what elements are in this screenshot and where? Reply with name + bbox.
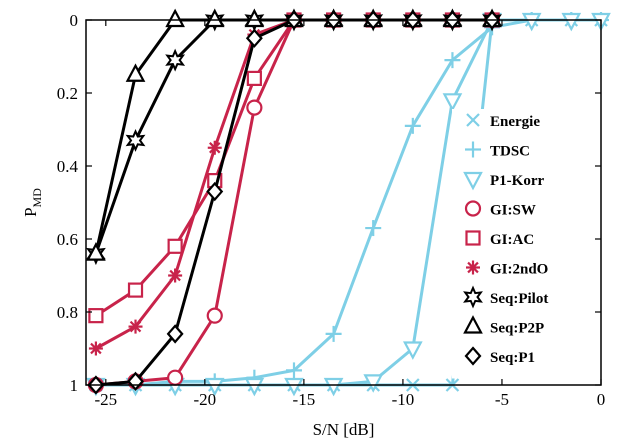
y-tick-label: 0.4 (57, 157, 79, 176)
x-tick-label: -15 (293, 390, 316, 409)
marker-triangle-down (463, 171, 483, 191)
data-point (88, 341, 103, 356)
data-point (125, 128, 146, 152)
legend-entry: Seq:P2P (463, 315, 544, 337)
marker-triangle-up (463, 315, 483, 334)
series-line (95, 18, 493, 350)
legend-label: P1-Korr (490, 173, 544, 189)
data-point (165, 8, 185, 28)
data-point (442, 93, 463, 112)
data-point (207, 140, 222, 155)
data-point (204, 377, 225, 397)
y-axis-label: PMD (21, 188, 44, 217)
marker-plus (465, 141, 481, 158)
y-axis-label-main: P (21, 207, 40, 216)
data-point (244, 8, 265, 28)
x-tick-label: -20 (194, 390, 217, 409)
marker-circle (464, 200, 482, 217)
y-axis-label-subscript: MD (30, 188, 44, 208)
data-point (206, 181, 224, 202)
marker-square (465, 230, 481, 246)
data-point (285, 362, 302, 379)
data-point (402, 341, 423, 360)
data-point (128, 319, 143, 334)
legend-label: TDSC (490, 144, 530, 160)
legend-entry: Energie (466, 113, 540, 130)
data-point (168, 268, 183, 283)
data-point (125, 63, 146, 82)
y-tick-label: 1 (70, 376, 79, 395)
series-gi-ac (88, 12, 500, 324)
data-point (323, 377, 344, 397)
data-point (204, 8, 225, 28)
data-point (165, 48, 186, 72)
data-point (245, 28, 263, 48)
legend-entry: P1-Korr (463, 171, 544, 191)
legend-label: Seq:P1 (490, 350, 535, 366)
legend-label: GI:SW (490, 203, 536, 219)
data-point (363, 374, 384, 393)
legend-entry: GI:AC (465, 230, 534, 248)
legend-entry: GI:SW (464, 200, 536, 219)
legend-entry: Seq:P1 (464, 346, 535, 366)
axis-ticks: -25 -20 -15 -10 -5 0 0 0.2 0.4 0.6 0.8 1 (57, 11, 606, 409)
x-tick-label: -5 (495, 390, 509, 409)
x-tick-label: -10 (392, 390, 415, 409)
marker-hexagram (463, 285, 483, 309)
data-point (284, 377, 304, 397)
legend-label: Energie (490, 114, 540, 130)
marker-diamond (464, 346, 482, 366)
series-seq-pilot (85, 8, 502, 266)
y-tick-label: 0 (70, 11, 79, 30)
data-point (88, 308, 104, 324)
data-point (365, 220, 382, 237)
y-tick-label: 0.2 (57, 84, 78, 103)
data-point (206, 307, 223, 324)
data-point (404, 117, 421, 134)
series-line (95, 18, 493, 387)
data-point (167, 369, 184, 386)
legend-entry: Seq:Pilot (463, 285, 548, 309)
data-point (127, 282, 144, 298)
legend-entry: TDSC (465, 141, 530, 160)
series-seq-p2p (86, 8, 502, 261)
plot-frame (85, 19, 602, 386)
data-point (167, 238, 183, 254)
series-line (95, 18, 493, 387)
data-point (561, 12, 582, 32)
series-line (95, 18, 493, 317)
legend-label: Seq:P2P (490, 321, 544, 337)
data-point (521, 12, 542, 32)
legend-label: GI:2ndO (490, 262, 548, 278)
y-tick-label: 0.8 (57, 303, 78, 322)
data-point (166, 324, 184, 344)
legend: Energie TDSC P1-Korr GI:SW GI:AC GI:2ndO Seq:P… (452, 109, 592, 379)
marker-asterisk (466, 260, 480, 275)
y-tick-label: 0.6 (57, 230, 78, 249)
legend-label: GI:AC (490, 232, 534, 248)
legend-label: Seq:Pilot (490, 291, 548, 307)
data-point (244, 377, 265, 397)
data-point (444, 52, 461, 69)
data-point (325, 325, 342, 342)
x-axis-label: S/N [dB] (313, 420, 375, 439)
data-point (246, 70, 262, 87)
x-tick-label: 0 (597, 390, 606, 409)
x-tick-label: -25 (94, 390, 117, 409)
data-point (246, 99, 263, 116)
legend-entry: GI:2ndO (466, 260, 548, 278)
marker-x (466, 113, 480, 127)
data-point (86, 242, 106, 261)
